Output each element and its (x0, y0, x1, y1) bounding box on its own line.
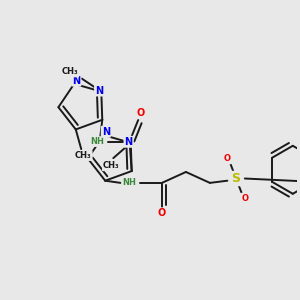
Text: N: N (95, 85, 103, 95)
Text: NH: NH (122, 178, 136, 188)
Text: S: S (232, 172, 241, 185)
Text: CH₃: CH₃ (62, 68, 78, 76)
Text: N: N (72, 76, 80, 85)
Text: O: O (136, 108, 145, 118)
Text: O: O (241, 194, 248, 202)
Text: O: O (224, 154, 231, 164)
Text: CH₃: CH₃ (75, 151, 92, 160)
Text: N: N (124, 137, 133, 147)
Text: CH₃: CH₃ (103, 161, 119, 170)
Text: NH: NH (90, 137, 104, 146)
Text: O: O (158, 208, 166, 218)
Text: N: N (102, 127, 110, 137)
